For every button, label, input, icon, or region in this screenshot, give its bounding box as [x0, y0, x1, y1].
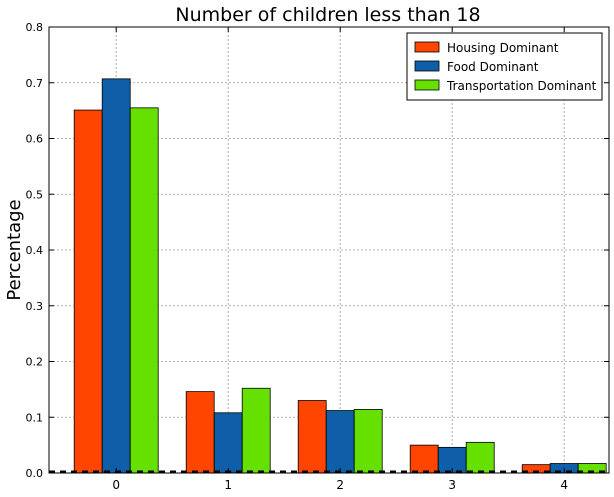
- legend-entry: Transportation Dominant: [446, 79, 597, 93]
- bar: [101, 78, 131, 474]
- y-axis-label: Percentage: [4, 199, 25, 300]
- legend-swatch: [414, 41, 440, 53]
- bar: [409, 444, 439, 474]
- x-tick-label: 4: [560, 478, 568, 492]
- bar: [129, 107, 159, 474]
- bar: [185, 391, 215, 474]
- legend-swatch: [414, 60, 440, 72]
- bar: [241, 387, 271, 474]
- bar: [213, 412, 243, 474]
- x-tick-label: 3: [448, 478, 456, 492]
- y-tick-label: 0.6: [26, 133, 44, 146]
- x-tick-label: 1: [224, 478, 232, 492]
- plot-frame: [48, 26, 610, 474]
- y-tick-label: 0.5: [26, 188, 44, 201]
- bar: [73, 109, 103, 474]
- y-tick-label: 0.2: [26, 356, 44, 369]
- bar: [297, 400, 327, 474]
- legend-entry: Food Dominant: [447, 60, 539, 74]
- chart-title: Number of children less than 18: [175, 4, 480, 26]
- y-tick-label: 0.3: [26, 300, 44, 313]
- legend: Housing Dominant Food Dominant Transportat…: [406, 32, 603, 101]
- x-tick-label: 0: [112, 478, 120, 492]
- bar: [465, 441, 495, 474]
- x-tick-label: 2: [336, 478, 344, 492]
- y-tick-label: 0.0: [26, 467, 44, 480]
- y-tick-label: 0.8: [26, 21, 44, 34]
- y-tick-label: 0.7: [26, 77, 44, 90]
- axes: 0.0 0.1 0.2 0.3 0.4 0.5 0.6 0.7 0.8 0 1 2 3 4: [26, 21, 610, 492]
- bars: [73, 78, 607, 474]
- legend-box: [406, 32, 603, 101]
- y-tick-label: 0.4: [26, 244, 44, 257]
- y-tick-label: 0.1: [26, 411, 44, 424]
- bar: [353, 409, 383, 474]
- legend-swatch: [414, 79, 440, 91]
- legend-entry: Housing Dominant: [447, 41, 559, 55]
- bar: [325, 410, 355, 474]
